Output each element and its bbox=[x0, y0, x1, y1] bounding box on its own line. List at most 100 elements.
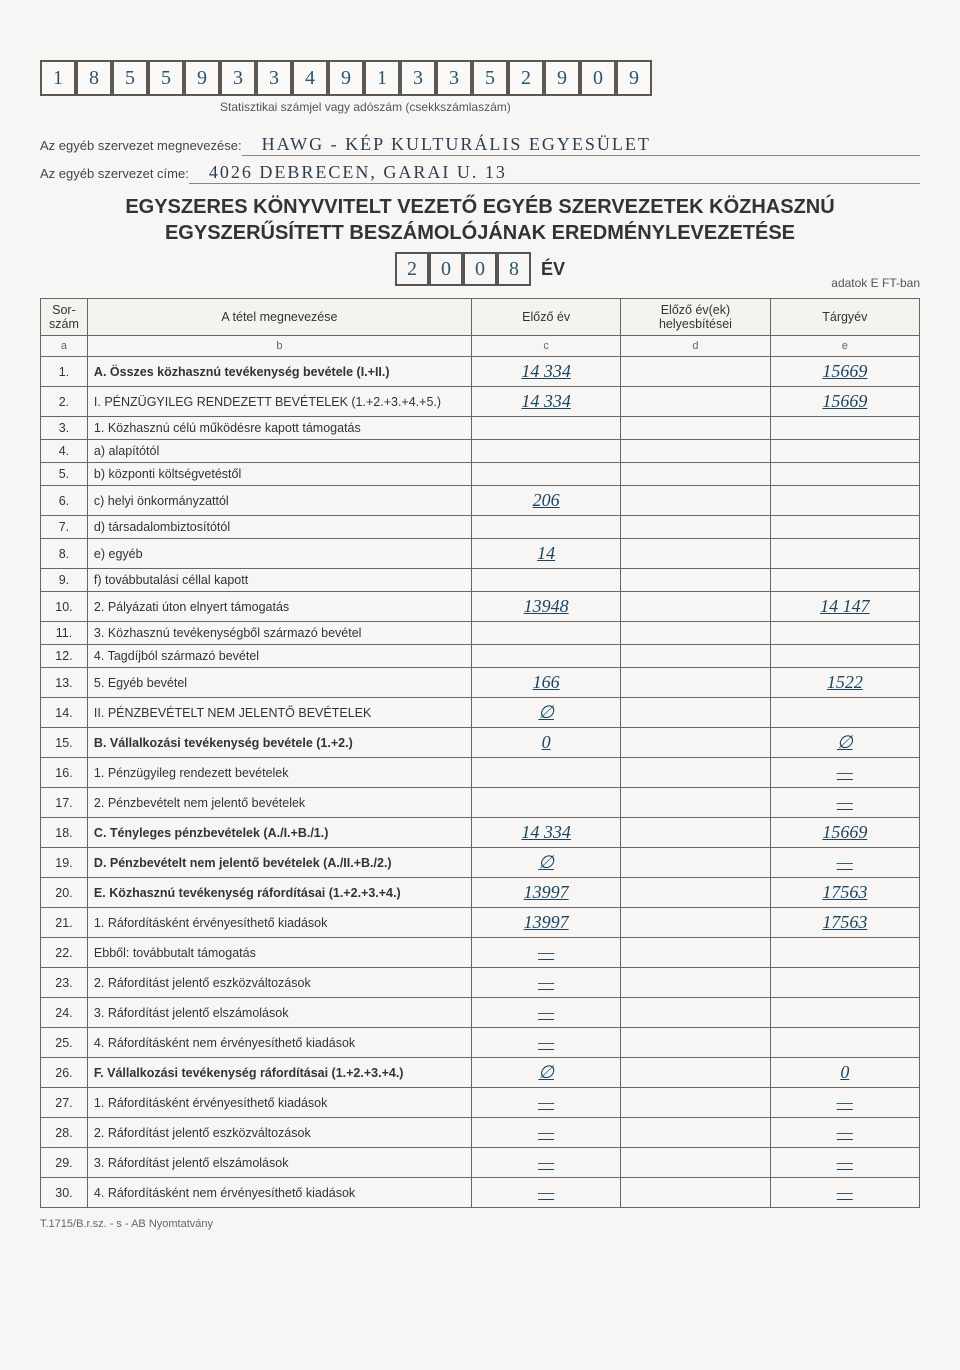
table-row: 20.E. Közhasznú tevékenység ráfordításai… bbox=[41, 878, 920, 908]
row-number: 24. bbox=[41, 998, 88, 1028]
row-name: 3. Ráfordítást jelentő elszámolások bbox=[87, 998, 471, 1028]
row-number: 11. bbox=[41, 622, 88, 645]
correction-value bbox=[621, 998, 770, 1028]
correction-value bbox=[621, 1118, 770, 1148]
prev-year-value: — bbox=[471, 1178, 620, 1208]
prev-year-value: — bbox=[471, 998, 620, 1028]
correction-value bbox=[621, 908, 770, 938]
subhead-e: e bbox=[770, 336, 919, 357]
org-addr-row: Az egyéb szervezet címe: 4026 DEBRECEN, … bbox=[40, 162, 920, 184]
current-year-value: 1522 bbox=[770, 668, 919, 698]
table-row: 24.3. Ráfordítást jelentő elszámolások— bbox=[41, 998, 920, 1028]
current-year-value bbox=[770, 569, 919, 592]
table-row: 22.Ebből: továbbutalt támogatás— bbox=[41, 938, 920, 968]
table-row: 26.F. Vállalkozási tevékenység ráfordítá… bbox=[41, 1058, 920, 1088]
th-sorszam: Sor-szám bbox=[41, 299, 88, 336]
row-number: 20. bbox=[41, 878, 88, 908]
row-number: 1. bbox=[41, 357, 88, 387]
correction-value bbox=[621, 417, 770, 440]
row-name: b) központi költségvetéstől bbox=[87, 463, 471, 486]
row-number: 19. bbox=[41, 848, 88, 878]
row-number: 18. bbox=[41, 818, 88, 848]
table-row: 18.C. Tényleges pénzbevételek (A./I.+B./… bbox=[41, 818, 920, 848]
current-year-value bbox=[770, 645, 919, 668]
title-line2: EGYSZERŰSÍTETT BESZÁMOLÓJÁNAK EREDMÉNYLE… bbox=[40, 220, 920, 246]
units-label: adatok E FT-ban bbox=[831, 276, 920, 290]
table-row: 28.2. Ráfordítást jelentő eszközváltozás… bbox=[41, 1118, 920, 1148]
subhead-c: c bbox=[471, 336, 620, 357]
prev-year-value: ∅ bbox=[471, 698, 620, 728]
taxnum-cell: 1 bbox=[364, 60, 400, 96]
row-number: 9. bbox=[41, 569, 88, 592]
correction-value bbox=[621, 463, 770, 486]
prev-year-value: — bbox=[471, 1028, 620, 1058]
correction-value bbox=[621, 1148, 770, 1178]
org-addr-label: Az egyéb szervezet címe: bbox=[40, 166, 189, 181]
main-table: Sor-szám A tétel megnevezése Előző év El… bbox=[40, 298, 920, 1208]
current-year-value bbox=[770, 463, 919, 486]
prev-year-value: 13997 bbox=[471, 908, 620, 938]
prev-year-value bbox=[471, 463, 620, 486]
row-number: 22. bbox=[41, 938, 88, 968]
correction-value bbox=[621, 486, 770, 516]
row-number: 13. bbox=[41, 668, 88, 698]
current-year-value bbox=[770, 516, 919, 539]
row-name: 2. Ráfordítást jelentő eszközváltozások bbox=[87, 968, 471, 998]
prev-year-value bbox=[471, 440, 620, 463]
row-number: 8. bbox=[41, 539, 88, 569]
prev-year-value: — bbox=[471, 938, 620, 968]
prev-year-value bbox=[471, 516, 620, 539]
row-name: a) alapítótól bbox=[87, 440, 471, 463]
prev-year-value: 206 bbox=[471, 486, 620, 516]
row-number: 17. bbox=[41, 788, 88, 818]
row-name: I. PÉNZÜGYILEG RENDEZETT BEVÉTELEK (1.+2… bbox=[87, 387, 471, 417]
row-name: c) helyi önkormányzattól bbox=[87, 486, 471, 516]
taxnum-cell: 1 bbox=[40, 60, 76, 96]
row-name: 1. Pénzügyileg rendezett bevételek bbox=[87, 758, 471, 788]
current-year-value: — bbox=[770, 1088, 919, 1118]
row-number: 5. bbox=[41, 463, 88, 486]
th-helyesbites: Előző év(ek) helyesbítései bbox=[621, 299, 770, 336]
row-number: 7. bbox=[41, 516, 88, 539]
prev-year-value: 14 334 bbox=[471, 387, 620, 417]
prev-year-value: 14 334 bbox=[471, 818, 620, 848]
correction-value bbox=[621, 758, 770, 788]
row-name: 2. Ráfordítást jelentő eszközváltozások bbox=[87, 1118, 471, 1148]
row-number: 25. bbox=[41, 1028, 88, 1058]
form-footer: T.1715/B.r.sz. - s - AB Nyomtatvány bbox=[40, 1218, 920, 1230]
org-name-value: HAWG - KÉP KULTURÁLIS EGYESÜLET bbox=[242, 134, 920, 156]
year-cell: 0 bbox=[463, 252, 497, 286]
th-megnevezes: A tétel megnevezése bbox=[87, 299, 471, 336]
year-cell: 0 bbox=[429, 252, 463, 286]
table-row: 6.c) helyi önkormányzattól206 bbox=[41, 486, 920, 516]
prev-year-value bbox=[471, 758, 620, 788]
row-number: 4. bbox=[41, 440, 88, 463]
correction-value bbox=[621, 1178, 770, 1208]
tax-number-grid: 18559334913352909 bbox=[40, 60, 920, 96]
correction-value bbox=[621, 788, 770, 818]
current-year-value bbox=[770, 698, 919, 728]
current-year-value: 14 147 bbox=[770, 592, 919, 622]
row-name: 1. Ráfordításként érvényesíthető kiadáso… bbox=[87, 1088, 471, 1118]
row-name: 4. Ráfordításként nem érvényesíthető kia… bbox=[87, 1178, 471, 1208]
table-row: 30.4. Ráfordításként nem érvényesíthető … bbox=[41, 1178, 920, 1208]
row-name: D. Pénzbevételt nem jelentő bevételek (A… bbox=[87, 848, 471, 878]
taxnum-cell: 5 bbox=[472, 60, 508, 96]
table-row: 1.A. Összes közhasznú tevékenység bevéte… bbox=[41, 357, 920, 387]
taxnum-cell: 8 bbox=[76, 60, 112, 96]
correction-value bbox=[621, 728, 770, 758]
title-line1: EGYSZERES KÖNYVVITELT VEZETŐ EGYÉB SZERV… bbox=[40, 194, 920, 220]
correction-value bbox=[621, 1058, 770, 1088]
prev-year-value: 0 bbox=[471, 728, 620, 758]
row-number: 2. bbox=[41, 387, 88, 417]
prev-year-value: — bbox=[471, 1118, 620, 1148]
row-name: Ebből: továbbutalt támogatás bbox=[87, 938, 471, 968]
row-name: 1. Közhasznú célú működésre kapott támog… bbox=[87, 417, 471, 440]
taxnum-cell: 5 bbox=[148, 60, 184, 96]
taxnum-cell: 0 bbox=[580, 60, 616, 96]
row-name: A. Összes közhasznú tevékenység bevétele… bbox=[87, 357, 471, 387]
prev-year-value bbox=[471, 622, 620, 645]
correction-value bbox=[621, 1028, 770, 1058]
current-year-value: 15669 bbox=[770, 357, 919, 387]
correction-value bbox=[621, 569, 770, 592]
